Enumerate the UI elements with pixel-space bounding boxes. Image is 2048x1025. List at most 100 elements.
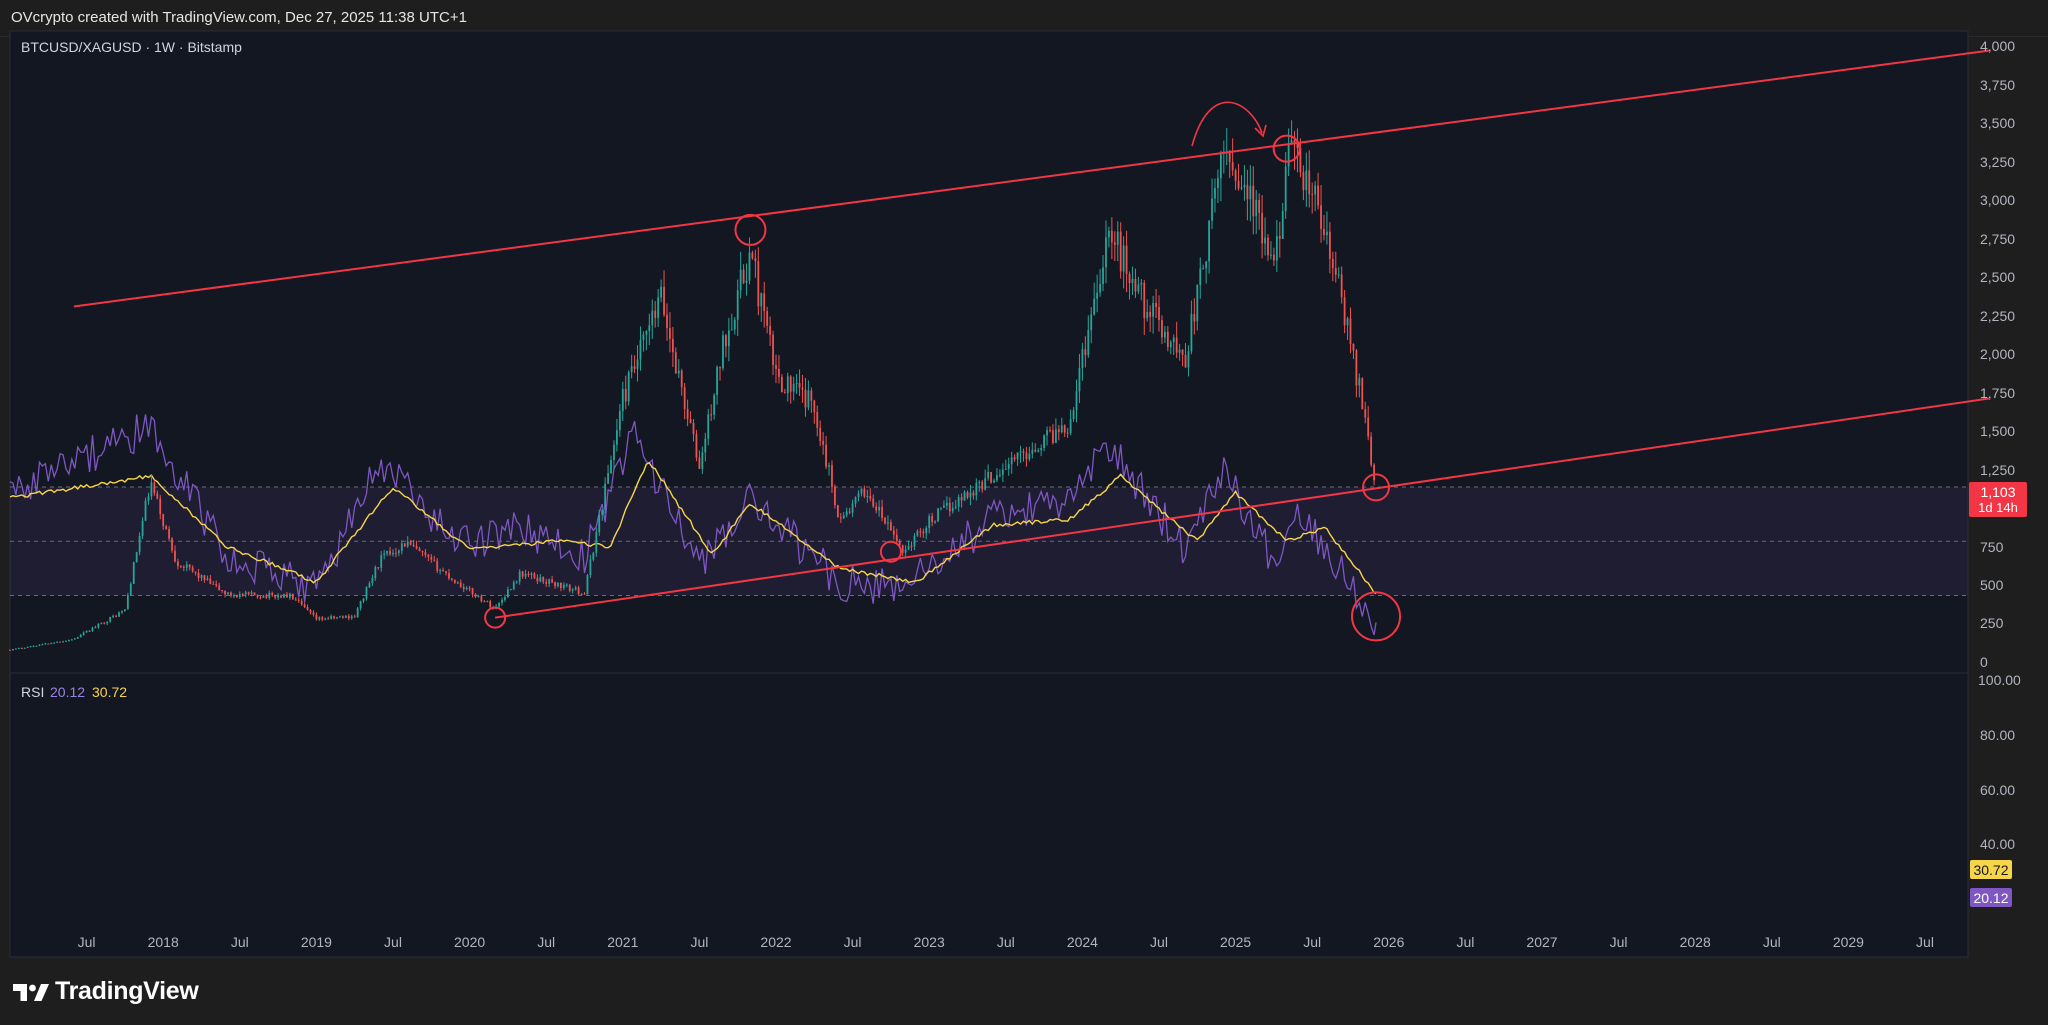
tradingview-logo[interactable]: TradingView	[13, 977, 199, 1006]
time-tick: Jul	[1916, 934, 1934, 950]
candle-body	[1001, 469, 1004, 475]
rsi-line[interactable]	[9, 414, 1377, 636]
candle-body	[1075, 391, 1078, 411]
candle-body	[1096, 292, 1099, 299]
channel-upper-line[interactable]	[73, 49, 1989, 308]
touch-circle[interactable]	[484, 606, 507, 629]
candle-body	[1337, 274, 1340, 276]
rsi-title[interactable]: RSI	[21, 684, 44, 700]
rsi-tick: 60.00	[1980, 782, 2015, 798]
candle-body	[353, 616, 356, 618]
candle-body	[1102, 267, 1104, 285]
candle-body	[825, 444, 827, 467]
candle-body	[512, 582, 515, 590]
candle-body	[928, 516, 931, 528]
candle-body	[1331, 258, 1334, 269]
candle-body	[412, 544, 415, 547]
candle-body	[268, 592, 271, 598]
price-tick: 750	[1980, 539, 2004, 555]
candle-body	[218, 585, 221, 591]
candle-body	[424, 552, 427, 555]
candle-body	[1299, 148, 1302, 173]
price-candles	[9, 120, 1375, 651]
time-tick: Jul	[1610, 934, 1628, 950]
candle-body	[742, 269, 745, 283]
candle-body	[1246, 184, 1249, 200]
candle-body	[1349, 318, 1352, 345]
candle-body	[881, 506, 883, 518]
touch-circle[interactable]	[879, 540, 902, 563]
candle-body	[165, 526, 168, 530]
time-tick: 2027	[1526, 934, 1557, 950]
candle-body	[112, 615, 115, 617]
candle-body	[1116, 231, 1119, 245]
candle-body	[439, 570, 442, 572]
candle-body	[842, 515, 845, 519]
candle-body	[333, 616, 335, 619]
candle-body	[586, 575, 589, 595]
rsi-axis[interactable]: 100.00 80.00 60.00 40.00	[1978, 672, 2021, 852]
candle-body	[671, 338, 674, 353]
last-price-label[interactable]: 1,103 1d 14h	[1969, 482, 2027, 517]
candle-body	[188, 564, 191, 568]
candle-body	[993, 480, 995, 483]
rsi-oversold-circle[interactable]	[1351, 591, 1402, 642]
candle-body	[1258, 199, 1261, 213]
candle-body	[1028, 453, 1031, 460]
candle-body	[804, 389, 807, 408]
time-tick: Jul	[1303, 934, 1321, 950]
channel-lower-line[interactable]	[494, 397, 1989, 619]
time-tick: 2023	[914, 934, 945, 950]
candle-body	[32, 645, 35, 647]
candle-body	[875, 506, 878, 511]
price-axis[interactable]: 4,000 3,750 3,500 3,250 3,000 2,750 2,50…	[1980, 38, 2015, 670]
candle-body	[836, 505, 839, 518]
candle-body	[1187, 351, 1190, 368]
candle-body	[1255, 199, 1258, 217]
candle-body	[159, 498, 162, 515]
rsi-tick: 40.00	[1980, 836, 2015, 852]
touch-circle[interactable]	[1362, 473, 1391, 502]
candle-body	[397, 550, 400, 553]
candle-body	[984, 478, 987, 490]
candle-body	[975, 482, 978, 496]
rsi-ma-line[interactable]	[9, 462, 1377, 595]
price-tick: 2,750	[1980, 231, 2015, 247]
candle-body	[972, 492, 975, 496]
arc-arrow[interactable]	[1191, 101, 1263, 147]
candle-body	[1040, 448, 1043, 451]
candle-body	[907, 545, 910, 550]
candle-body	[1158, 306, 1160, 321]
candle-body	[129, 583, 132, 596]
candle-body	[878, 506, 881, 511]
candle-body	[1193, 314, 1196, 322]
time-tick: Jul	[537, 934, 555, 950]
candle-body	[1119, 231, 1122, 272]
symbol-title[interactable]: BTCUSD/XAGUSD · 1W · Bitstamp	[21, 39, 242, 55]
candle-body	[1163, 331, 1166, 338]
candle-body	[798, 382, 801, 388]
candle-body	[150, 482, 153, 497]
time-tick: 2028	[1680, 934, 1711, 950]
time-tick: Jul	[231, 934, 249, 950]
candle-body	[610, 460, 612, 474]
candle-body	[945, 502, 948, 506]
candle-body	[206, 578, 209, 580]
price-tick: 3,750	[1980, 77, 2015, 93]
candle-body	[126, 595, 129, 610]
candle-body	[577, 587, 580, 594]
candle-body	[916, 531, 919, 536]
touch-circle[interactable]	[734, 213, 767, 246]
time-tick: 2019	[301, 934, 332, 950]
candle-body	[604, 483, 607, 510]
touch-circle[interactable]	[1272, 134, 1301, 163]
candle-body	[730, 329, 733, 331]
candle-body	[1370, 436, 1373, 465]
candle-body	[50, 643, 53, 645]
candle-body	[1190, 314, 1193, 352]
candle-body	[999, 474, 1001, 476]
time-axis[interactable]: Jul 2018 Jul 2019 Jul 2020 Jul 2021 Jul 2022 Jul 20…	[78, 934, 1934, 950]
candle-body	[303, 604, 306, 608]
candle-body	[395, 552, 397, 554]
